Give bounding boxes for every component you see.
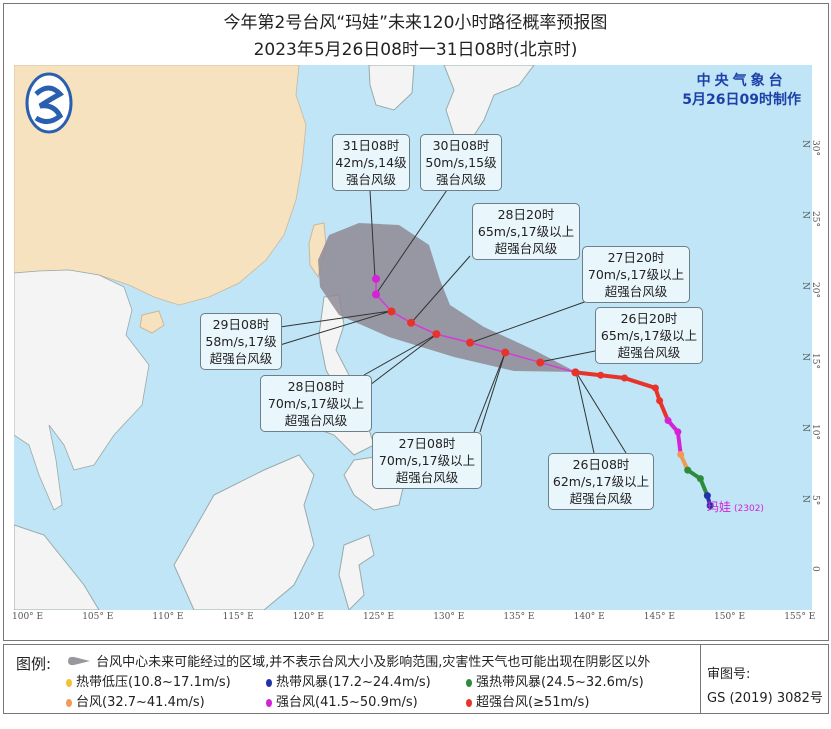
past-track-segment [600,373,625,381]
indochina-landmass [14,269,150,511]
legend-dot-icon [66,678,72,687]
legend-item: 强台风(41.5~50.9m/s) [266,691,418,710]
forecast-label-29-08: 29日08时 58m/s,17级 超强台风级 [200,313,282,370]
map-subtitle: 2023年5月26日08时一31日08时(北京时) [253,40,578,60]
past-track-point [656,397,664,405]
past-track-segment [657,399,670,422]
approval-label: 审图号: [707,667,751,682]
typhoon-track [372,274,714,510]
lon-tick-label: 125° E [363,612,395,622]
past-track-point [703,492,711,500]
forecast-point [466,338,475,347]
forecast-point [432,330,441,339]
map-frame [3,3,829,641]
past-track-segment [675,431,683,455]
past-track-point [621,374,629,382]
past-track-point [651,384,659,392]
past-track-point [664,417,672,425]
legend-dot-icon [66,698,72,707]
taiwan-island [308,222,327,279]
issue-time: 5月26日09时制作 [682,92,801,108]
forecast-label-26-20: 26日20时 65m/s,17级以上 超强台风级 [595,307,703,364]
past-track-point [684,466,692,474]
leader-lines [279,189,627,454]
probability-cone [318,223,576,372]
lon-tick-label: 155° E [784,612,816,622]
legend-dot-icon [466,698,472,707]
japan-islands [443,65,535,144]
forecast-label-28-08: 28日08时 70m/s,17级以上 超强台风级 [260,375,372,432]
lon-tick-label: 150° E [714,612,746,622]
sumatra-island [14,524,100,610]
lon-tick-label: 110° E [152,612,184,622]
forecast-label-27-08: 27日08时 70m/s,17级以上 超强台风级 [372,432,482,489]
typhoon-name-label: 玛娃 (2302) [707,500,764,514]
forecast-point [536,358,545,367]
lat-tick-label: 0 [810,566,820,572]
legend-cone: 台风中心未来可能经过的区域,并不表示台风大小及影响范围,灾害性天气也可能出现在阴… [66,651,650,670]
forecast-point [407,318,416,327]
hainan-island [139,310,165,334]
legend-item: 台风(32.7~41.4m/s) [66,691,205,710]
past-track-point [677,451,685,459]
lat-tick-label: 20° N [800,282,820,298]
legend-item: 超强台风(≥51m/s) [466,691,589,710]
sulawesi-island [338,534,375,610]
forecast-label-26-08: 26日08时 62m/s,17级以上 超强台风级 [548,453,654,510]
past-track-segment [623,376,657,390]
approval-number: GS (2019) 3082号 [707,691,823,706]
lon-tick-label: 130° E [433,612,465,622]
forecast-point [372,290,381,299]
borneo-island [173,454,315,610]
issuer-name: 中央气象台 [696,73,787,89]
lon-tick-label: 135° E [503,612,535,622]
legend-dot-icon [266,678,272,687]
past-track-point [706,502,714,510]
legend-divider [700,645,701,713]
lon-tick-label: 100° E [12,612,44,622]
lon-tick-label: 140° E [573,612,605,622]
past-track-segment [575,370,601,378]
past-track-point [674,428,682,436]
lon-tick-label: 120° E [292,612,324,622]
korea-peninsula [368,65,415,111]
forecast-point [571,368,580,377]
legend: 图例: 台风中心未来可能经过的区域,并不表示台风大小及影响范围,灾害性天气也可能… [3,644,829,714]
forecast-label-28-20: 28日20时 65m/s,17级以上 超强台风级 [472,203,580,260]
cone-swatch-icon [68,656,90,666]
past-track-point [597,371,605,379]
forecast-point [501,348,510,357]
legend-item: 强热带风暴(24.5~32.6m/s) [466,671,644,690]
issuer-block: 中央气象台 5月26日09时制作 [682,72,801,110]
legend-title: 图例: [16,655,52,673]
forecast-label-31-08: 31日08时 42m/s,14级 强台风级 [332,134,410,191]
lat-tick-label: 30° N [800,140,820,156]
lat-tick-label: 15° N [800,353,820,369]
legend-dot-icon [466,678,472,687]
legend-item: 热带低压(10.8~17.1m/s) [66,671,231,690]
lon-tick-label: 145° E [643,612,675,622]
lat-tick-label: 10° N [800,424,820,440]
forecast-point [387,307,396,316]
lat-tick-label: 5° N [800,495,820,506]
lon-tick-label: 105° E [82,612,114,622]
legend-item: 热带风暴(17.2~24.4m/s) [266,671,431,690]
forecast-label-30-08: 30日08时 50m/s,15级 强台风级 [420,134,502,191]
lat-tick-label: 25° N [800,211,820,227]
forecast-label-27-20: 27日20时 70m/s,17级以上 超强台风级 [582,246,690,303]
map-title: 今年第2号台风“玛娃”未来120小时路径概率预报图 [223,13,608,33]
forecast-point [372,274,381,283]
lon-tick-label: 115° E [222,612,254,622]
past-track-point [696,475,704,483]
cma-logo [25,72,73,134]
legend-dot-icon [266,698,272,707]
